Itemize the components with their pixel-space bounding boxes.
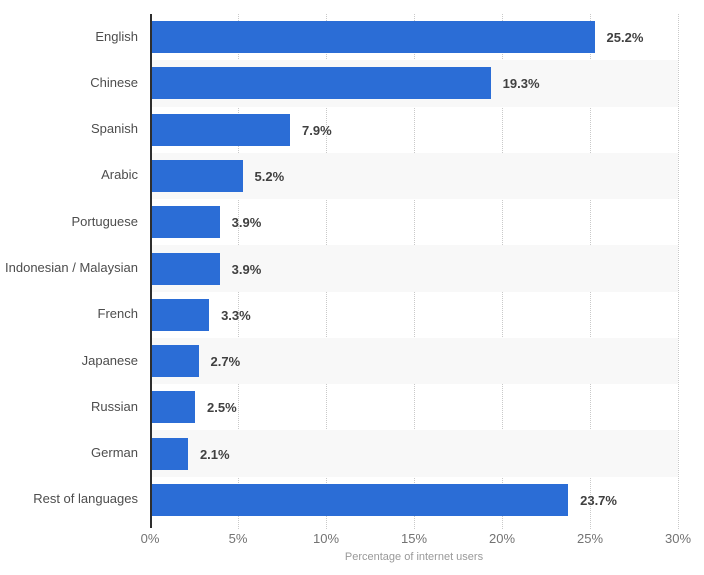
- category-label: Chinese: [90, 74, 138, 90]
- x-tick-label: 20%: [488, 531, 516, 546]
- category-label: Indonesian / Malaysian: [5, 260, 138, 276]
- bar-japanese[interactable]: [151, 345, 199, 378]
- bar-portuguese[interactable]: [151, 206, 220, 239]
- x-tick-label: 25%: [576, 531, 604, 546]
- row-band: [150, 245, 678, 292]
- category-label: Arabic: [101, 167, 138, 183]
- value-label: 3.3%: [221, 307, 251, 323]
- bar-english[interactable]: [151, 21, 595, 54]
- value-label: 25.2%: [606, 30, 644, 46]
- category-label: German: [91, 445, 138, 461]
- value-label: 2.1%: [199, 446, 230, 462]
- bar-russian[interactable]: [151, 391, 195, 424]
- bar-rest-of-languages[interactable]: [151, 483, 569, 516]
- x-tick-label: 30%: [664, 531, 692, 546]
- category-label: Russian: [91, 398, 138, 414]
- bar-spanish[interactable]: [151, 113, 291, 146]
- value-label: 3.9%: [231, 261, 262, 277]
- value-label: 23.7%: [580, 492, 617, 508]
- bar-indonesian-malaysian[interactable]: [151, 252, 220, 285]
- x-tick-label: 15%: [400, 531, 428, 546]
- value-label: 7.9%: [302, 122, 332, 138]
- bar-german[interactable]: [151, 437, 188, 470]
- y-axis-line: [150, 14, 152, 528]
- category-label: Portuguese: [71, 213, 139, 229]
- gridline-30: [678, 14, 679, 529]
- category-label: Japanese: [81, 352, 138, 368]
- x-tick-label: 10%: [312, 531, 340, 546]
- row-band: [150, 430, 678, 477]
- plot-area: 25.2% 19.3% 7.9% 5.2% 3.9% 3.9% 3.3% 2.7% 2.5% 2.…: [150, 14, 679, 529]
- bar-arabic[interactable]: [151, 159, 243, 192]
- value-label: 19.3%: [502, 76, 540, 92]
- bar-chinese[interactable]: [151, 67, 491, 100]
- category-label: Rest of languages: [33, 491, 138, 507]
- bar-french[interactable]: [151, 298, 210, 331]
- category-label: French: [97, 306, 138, 322]
- category-label: Spanish: [91, 121, 138, 137]
- row-band: [150, 337, 678, 385]
- category-label: English: [95, 28, 138, 44]
- x-tick-label: 0%: [140, 531, 160, 546]
- value-label: 2.5%: [207, 400, 237, 416]
- x-axis-title: Percentage of internet users: [344, 551, 484, 563]
- x-tick-label: 5%: [228, 531, 248, 546]
- value-label: 5.2%: [254, 168, 285, 184]
- value-label: 3.9%: [231, 215, 262, 231]
- value-label: 2.7%: [210, 354, 241, 370]
